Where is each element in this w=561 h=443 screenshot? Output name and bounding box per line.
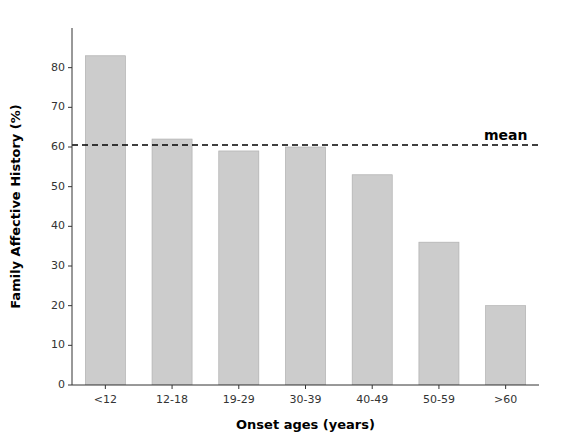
bar [285,147,325,385]
mean-line [72,144,539,146]
bar [219,151,259,385]
bar [152,139,192,385]
y-axis-line [72,28,73,385]
y-tick-label: 80 [51,61,65,74]
y-tick-label: 50 [51,180,65,193]
y-tick [68,147,72,148]
y-tick [68,266,72,267]
x-tick-label: >60 [494,393,517,406]
x-tick-label: 50-59 [423,393,455,406]
y-tick-label: 10 [51,338,65,351]
y-tick-label: 40 [51,219,65,232]
y-tick [68,345,72,346]
y-tick [68,226,72,227]
x-tick [238,385,239,389]
x-tick-label: 19-29 [223,393,255,406]
x-tick [438,385,439,389]
x-tick [172,385,173,389]
bar [419,242,459,385]
chart: mean 0 10 20 30 40 50 60 70 80 <12 12-18 19-29 30-39 4… [0,0,561,443]
y-tick [68,385,72,386]
mean-label: mean [484,127,528,143]
y-tick [68,186,72,187]
x-axis-label: Onset ages (years) [236,417,375,432]
x-tick [105,385,106,389]
y-tick [68,67,72,68]
y-tick-label: 30 [51,259,65,272]
x-tick-label: 30-39 [290,393,322,406]
x-tick [305,385,306,389]
x-tick-label: <12 [94,393,117,406]
y-tick-label: 70 [51,100,65,113]
y-axis-label: Family Affective History (%) [8,104,23,309]
x-tick-label: 12-18 [156,393,188,406]
x-tick [372,385,373,389]
x-tick-label: 40-49 [356,393,388,406]
bar [85,56,125,385]
y-tick-label: 20 [51,299,65,312]
bars [85,56,525,385]
x-tick [505,385,506,389]
bar [486,306,526,385]
y-tick [68,107,72,108]
y-tick [68,305,72,306]
bar [352,175,392,385]
y-tick-label: 0 [58,378,65,391]
y-tick-label: 60 [51,140,65,153]
